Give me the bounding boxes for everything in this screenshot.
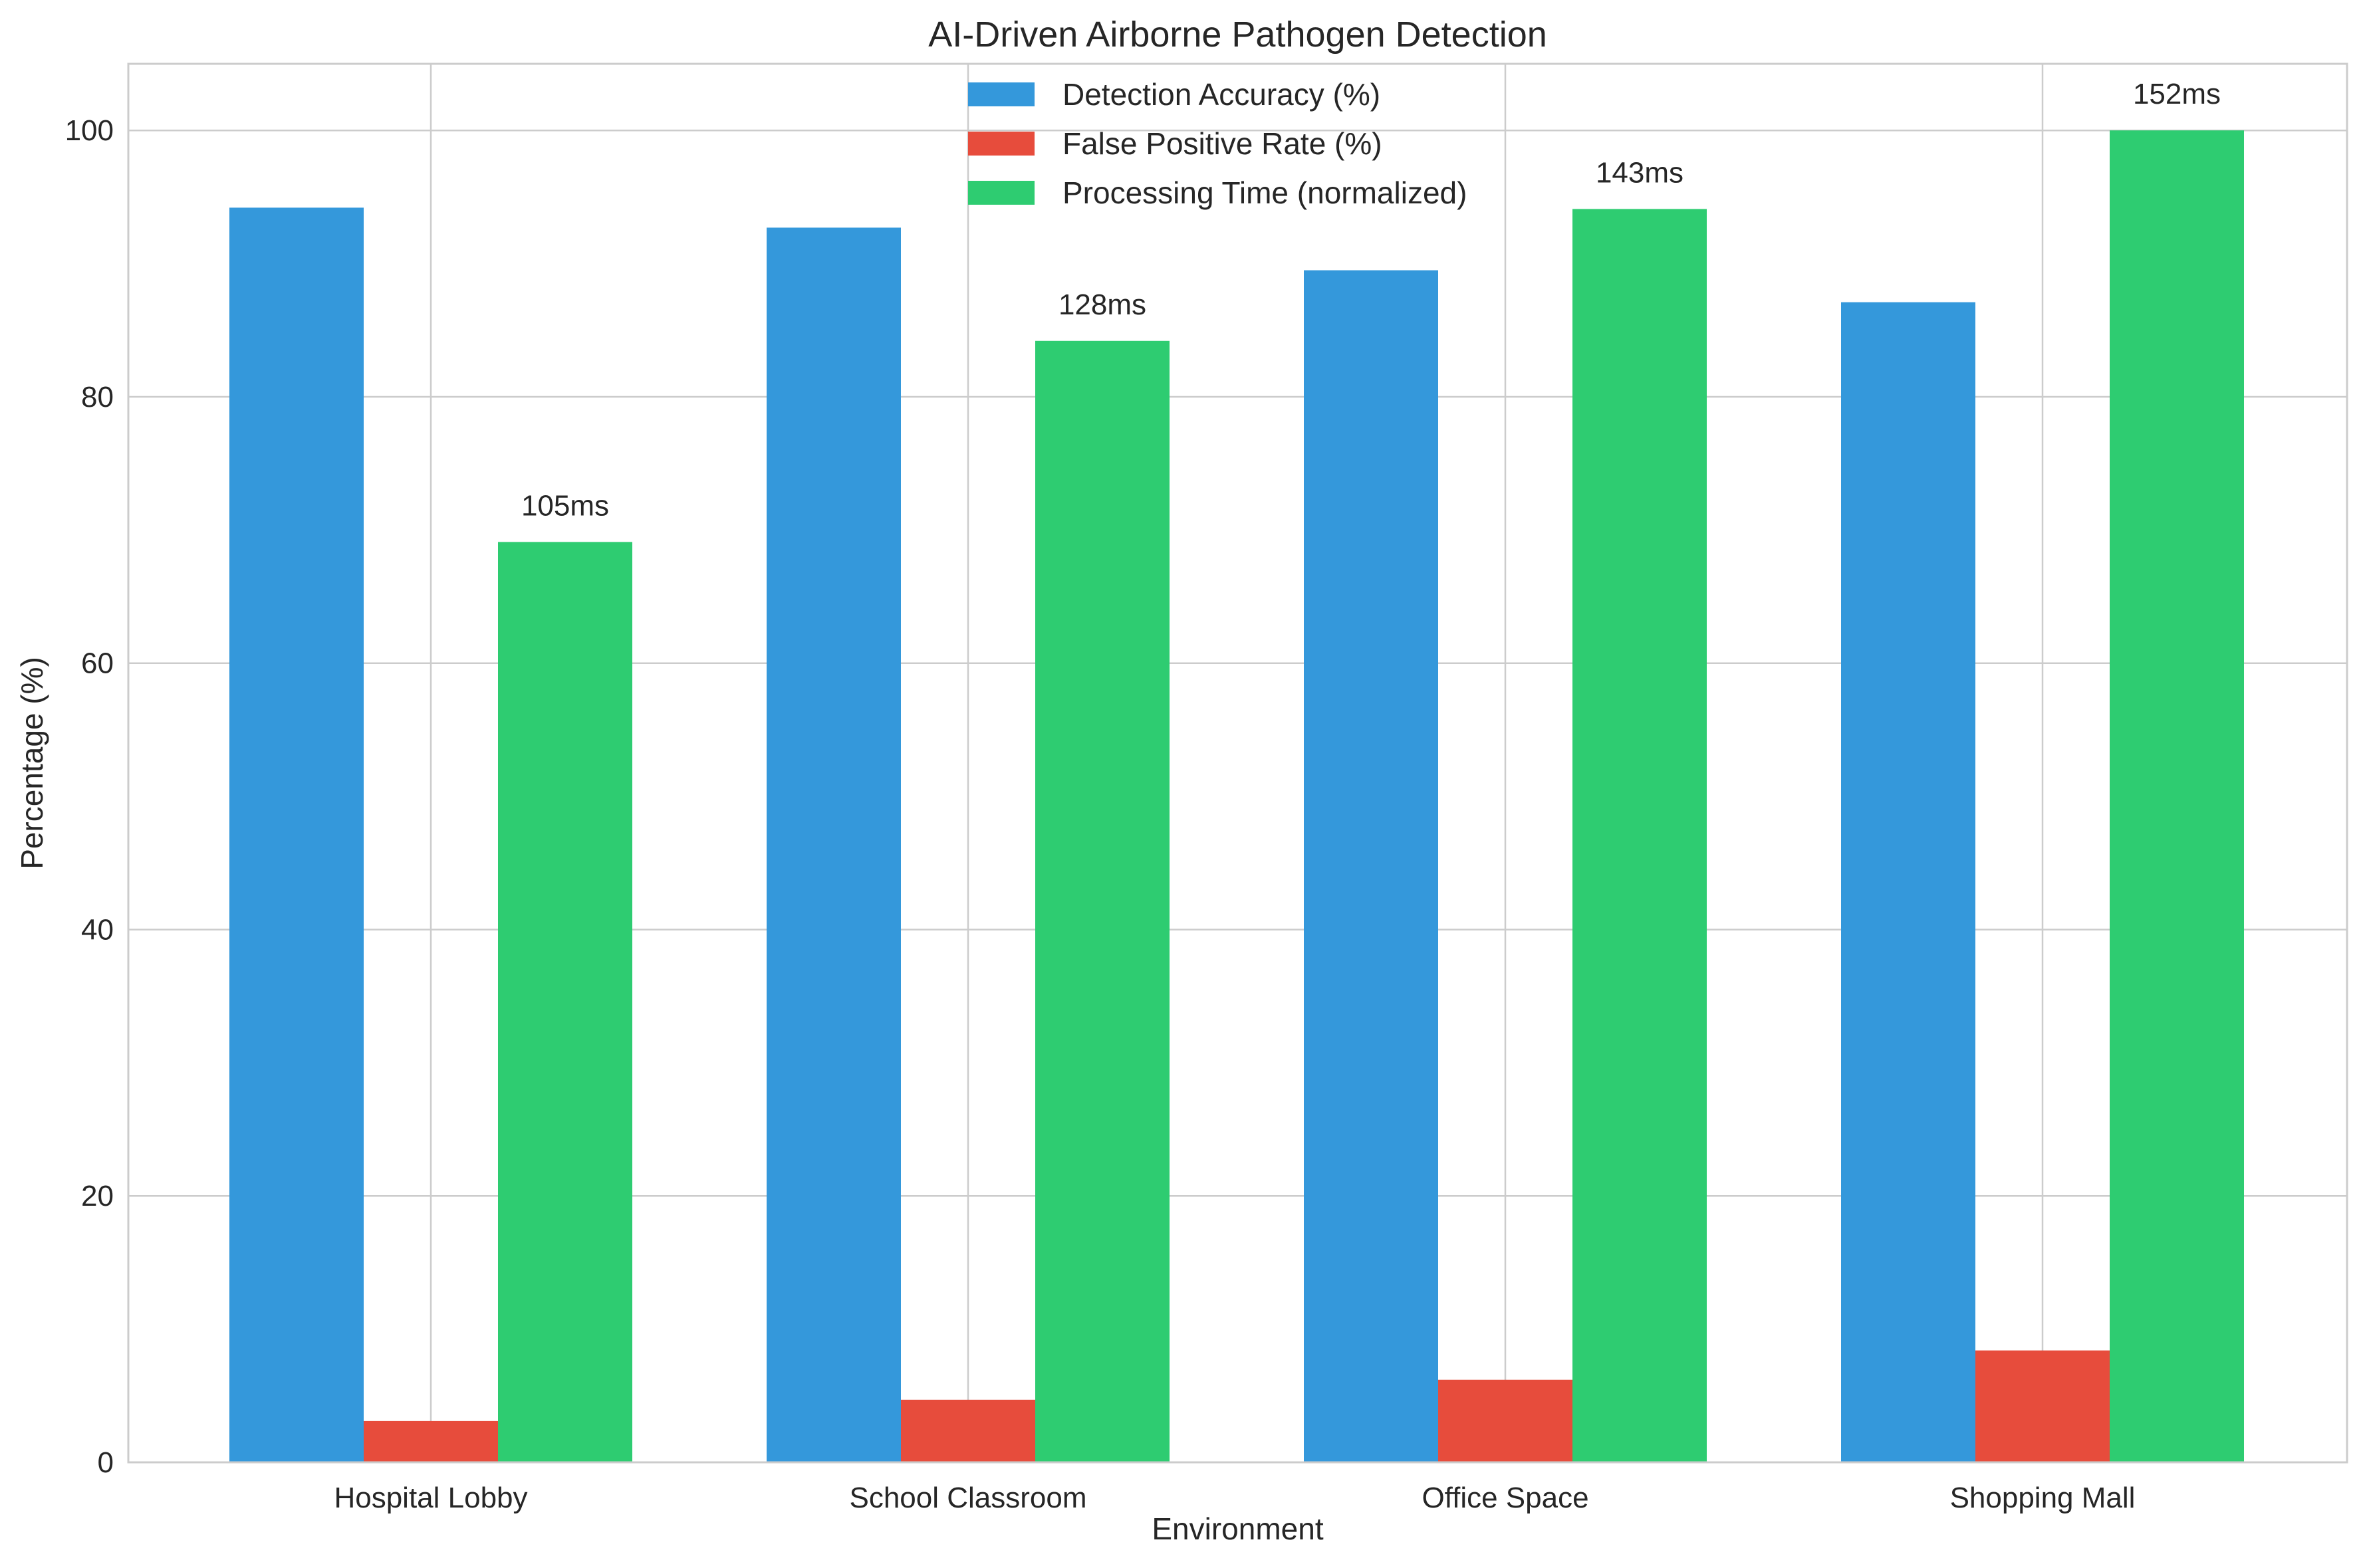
y-tick-label: 100 bbox=[65, 114, 114, 147]
bar bbox=[364, 1420, 498, 1462]
y-tick-labels: 0 20 40 60 80 100 bbox=[65, 114, 114, 1479]
bar bbox=[1572, 209, 1707, 1462]
bar-annotation: 143ms bbox=[1596, 156, 1683, 189]
bar bbox=[1975, 1350, 2110, 1462]
x-tick-label: School Classroom bbox=[849, 1482, 1086, 1514]
chart-title: AI-Driven Airborne Pathogen Detection bbox=[928, 15, 1547, 55]
bar-annotation: 105ms bbox=[521, 489, 609, 522]
bar-annotations: 105ms 128ms 143ms 152ms bbox=[521, 78, 2221, 522]
bar bbox=[1438, 1379, 1572, 1462]
bar-annotation: 152ms bbox=[2133, 78, 2221, 110]
y-tick-label: 0 bbox=[98, 1446, 114, 1479]
bar bbox=[901, 1399, 1035, 1462]
legend-label: False Positive Rate (%) bbox=[1062, 126, 1382, 161]
y-tick-label: 60 bbox=[81, 647, 114, 680]
bar bbox=[229, 207, 364, 1463]
x-tick-label: Hospital Lobby bbox=[334, 1482, 527, 1514]
legend-label: Processing Time (normalized) bbox=[1062, 175, 1467, 210]
grid-lines bbox=[128, 64, 2347, 1464]
bar bbox=[767, 227, 901, 1463]
y-tick-label: 80 bbox=[81, 381, 114, 413]
legend: Detection Accuracy (%) False Positive Rat… bbox=[968, 77, 1467, 210]
x-tick-label: Shopping Mall bbox=[1950, 1482, 2136, 1514]
x-axis-label: Environment bbox=[1152, 1512, 1323, 1546]
x-tick-labels: Hospital Lobby School Classroom Office Spa… bbox=[334, 1482, 2135, 1514]
bar-annotation: 128ms bbox=[1058, 288, 1146, 321]
bar bbox=[2110, 130, 2244, 1463]
x-tick-label: Office Space bbox=[1422, 1482, 1588, 1514]
bar bbox=[498, 542, 632, 1462]
y-tick-label: 40 bbox=[81, 913, 114, 946]
bars-group bbox=[229, 130, 2244, 1463]
bar bbox=[1035, 340, 1170, 1462]
y-tick-label: 20 bbox=[81, 1180, 114, 1212]
legend-swatch bbox=[968, 132, 1035, 156]
legend-label: Detection Accuracy (%) bbox=[1062, 77, 1380, 112]
legend-swatch bbox=[968, 82, 1035, 106]
plot-frame bbox=[127, 62, 2348, 1464]
legend-swatch bbox=[968, 181, 1035, 205]
bar bbox=[1841, 302, 1975, 1463]
bar bbox=[1304, 270, 1438, 1463]
y-axis-label: Percentage (%) bbox=[15, 657, 49, 869]
